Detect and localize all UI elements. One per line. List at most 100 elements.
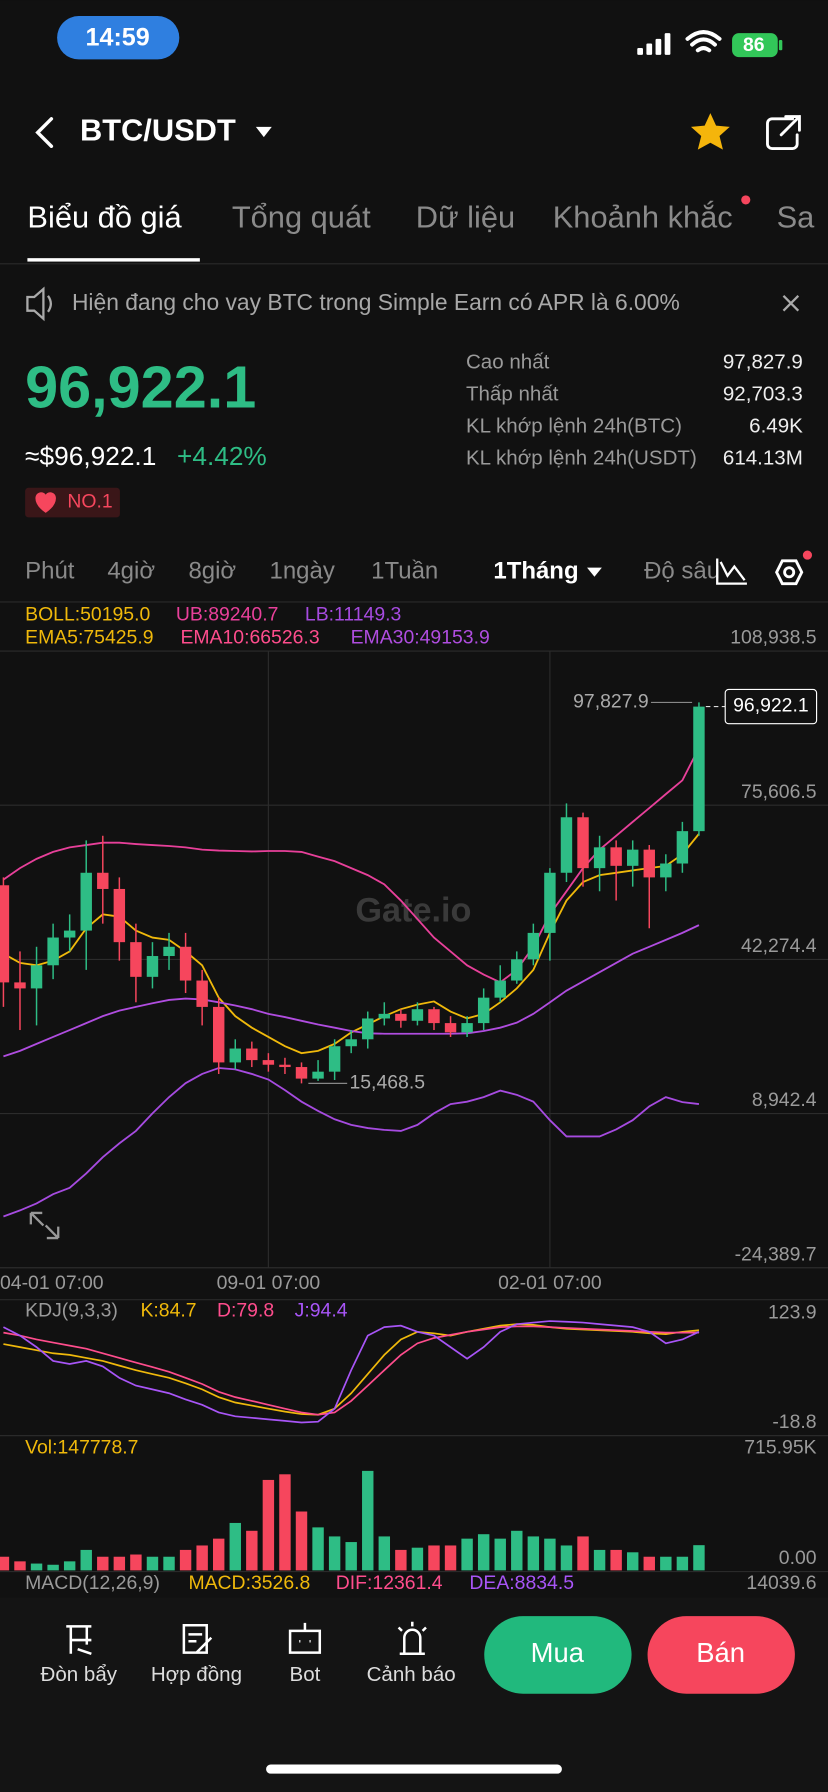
candle-body <box>30 965 43 989</box>
speaker-icon <box>26 286 52 322</box>
banner-close[interactable] <box>782 295 800 312</box>
notification-dot <box>741 195 751 205</box>
candle-body <box>676 831 689 864</box>
legend-item: EMA5:75425.9 <box>25 627 153 649</box>
x-tick-label: 04-01 07:00 <box>0 1272 104 1294</box>
volume-bar <box>295 1511 308 1571</box>
nav-label[interactable]: Bot <box>290 1663 321 1686</box>
wifi-icon <box>685 30 722 53</box>
macd-legend: MACD:3526.8 <box>188 1572 310 1594</box>
share-button[interactable] <box>766 115 801 150</box>
volume-bar <box>212 1538 225 1571</box>
low-label: 15,468.5 <box>349 1072 425 1094</box>
volume-bar <box>428 1545 440 1571</box>
stat-value: 92,703.3 <box>723 383 803 406</box>
volume-bar <box>676 1556 689 1571</box>
candle-body <box>146 956 159 977</box>
x-tick-label: 02-01 07:00 <box>498 1272 602 1294</box>
pair-dropdown[interactable] <box>255 126 272 138</box>
nav-label[interactable]: Hợp đồng <box>151 1663 242 1686</box>
nav-label[interactable]: Cảnh báo <box>367 1663 456 1686</box>
nav-label[interactable]: Đòn bẩy <box>41 1663 118 1686</box>
buy-label[interactable]: Mua <box>531 1637 585 1668</box>
badge-icon <box>35 492 56 513</box>
timeframe[interactable]: Độ sâu <box>644 558 720 585</box>
timeframe[interactable]: Phút <box>25 558 75 585</box>
candle-body <box>527 932 540 960</box>
nav-icons <box>66 1621 427 1656</box>
status-time: 14:59 <box>86 24 150 52</box>
sell-button[interactable] <box>647 1616 795 1694</box>
sell-label[interactable]: Bán <box>696 1637 745 1668</box>
usd-price: ≈$96,922.1 <box>25 441 156 471</box>
y-tick-label: 8,942.4 <box>752 1089 817 1111</box>
timeframe[interactable]: 1ngày <box>270 558 335 585</box>
timeframe-dropdown[interactable] <box>587 567 602 577</box>
kdj-legend: J:94.4 <box>295 1299 348 1321</box>
pair-title[interactable]: BTC/USDT <box>80 113 236 148</box>
kdj-tick: 123.9 <box>768 1302 817 1324</box>
candle-body <box>312 1071 324 1079</box>
candle-body <box>511 959 523 981</box>
candle-body <box>212 1006 225 1063</box>
volume-bar <box>97 1556 109 1571</box>
tab[interactable]: Sa <box>777 199 816 234</box>
kdj-legend: D:79.8 <box>217 1299 274 1321</box>
volume-bar <box>30 1563 43 1571</box>
volume-bar <box>643 1556 655 1571</box>
volume-bar <box>461 1538 473 1571</box>
timeframe[interactable]: 1Tháng <box>493 558 578 585</box>
volume-bar <box>593 1549 606 1571</box>
kdj-line <box>3 1325 699 1416</box>
volume-bar <box>444 1545 457 1571</box>
indicator-icon[interactable] <box>716 558 747 585</box>
volume-bar <box>146 1556 159 1571</box>
favorite-star[interactable] <box>690 113 730 150</box>
last-price: 96,922.1 <box>25 353 256 420</box>
candle-body <box>560 817 573 873</box>
tab[interactable]: Dữ liệu <box>416 199 515 234</box>
candle-body <box>295 1067 308 1079</box>
home-indicator <box>266 1764 562 1774</box>
stat-value: 97,827.9 <box>723 351 803 374</box>
volume-bar <box>0 1556 10 1571</box>
legend-item: EMA10:66526.3 <box>180 627 319 649</box>
last-price-box <box>724 688 818 725</box>
candle-body <box>328 1046 341 1072</box>
macd-legend: DEA:8834.5 <box>469 1572 574 1594</box>
y-tick-label: -24,389.7 <box>735 1243 817 1265</box>
candle-body <box>63 930 76 938</box>
signal-icon <box>637 33 671 55</box>
volume-bar <box>130 1554 142 1571</box>
volume-bar <box>477 1534 490 1571</box>
settings-icon[interactable] <box>775 559 804 586</box>
timeframe[interactable]: 1Tuần <box>371 558 438 585</box>
expand-icon[interactable] <box>29 1211 60 1240</box>
timeframe[interactable]: 8giờ <box>188 558 236 585</box>
tab[interactable]: Biểu đồ giá <box>27 199 182 234</box>
settings-dot <box>802 550 813 560</box>
buy-button[interactable] <box>484 1616 632 1694</box>
timeframes: Phút 4giờ 8giờ 1ngày 1Tuần 1Tháng Độ sâu <box>25 558 720 585</box>
candle-body <box>14 982 26 989</box>
candle-body <box>47 937 59 966</box>
volume-bar <box>328 1536 341 1571</box>
tab[interactable]: Khoảnh khắc <box>553 199 733 234</box>
candle-body <box>113 888 126 943</box>
stats: Cao nhất 97,827.9 Thấp nhất 92,703.3 KL khớp… <box>466 351 803 470</box>
candle-body <box>593 847 606 869</box>
back-button[interactable] <box>35 117 54 148</box>
badge-text: NO.1 <box>67 491 112 513</box>
timeframe[interactable]: 4giờ <box>107 558 155 585</box>
candle-body <box>163 946 175 957</box>
candle-body <box>494 980 506 998</box>
tab[interactable]: Tổng quát <box>232 199 371 234</box>
candle-body <box>179 946 192 981</box>
stat-label: KL khớp lệnh 24h(BTC) <box>466 415 682 438</box>
volume-bar <box>494 1538 506 1571</box>
indicator-line <box>3 1067 700 1218</box>
volume-bar <box>560 1545 573 1571</box>
volume-bar <box>610 1549 622 1571</box>
